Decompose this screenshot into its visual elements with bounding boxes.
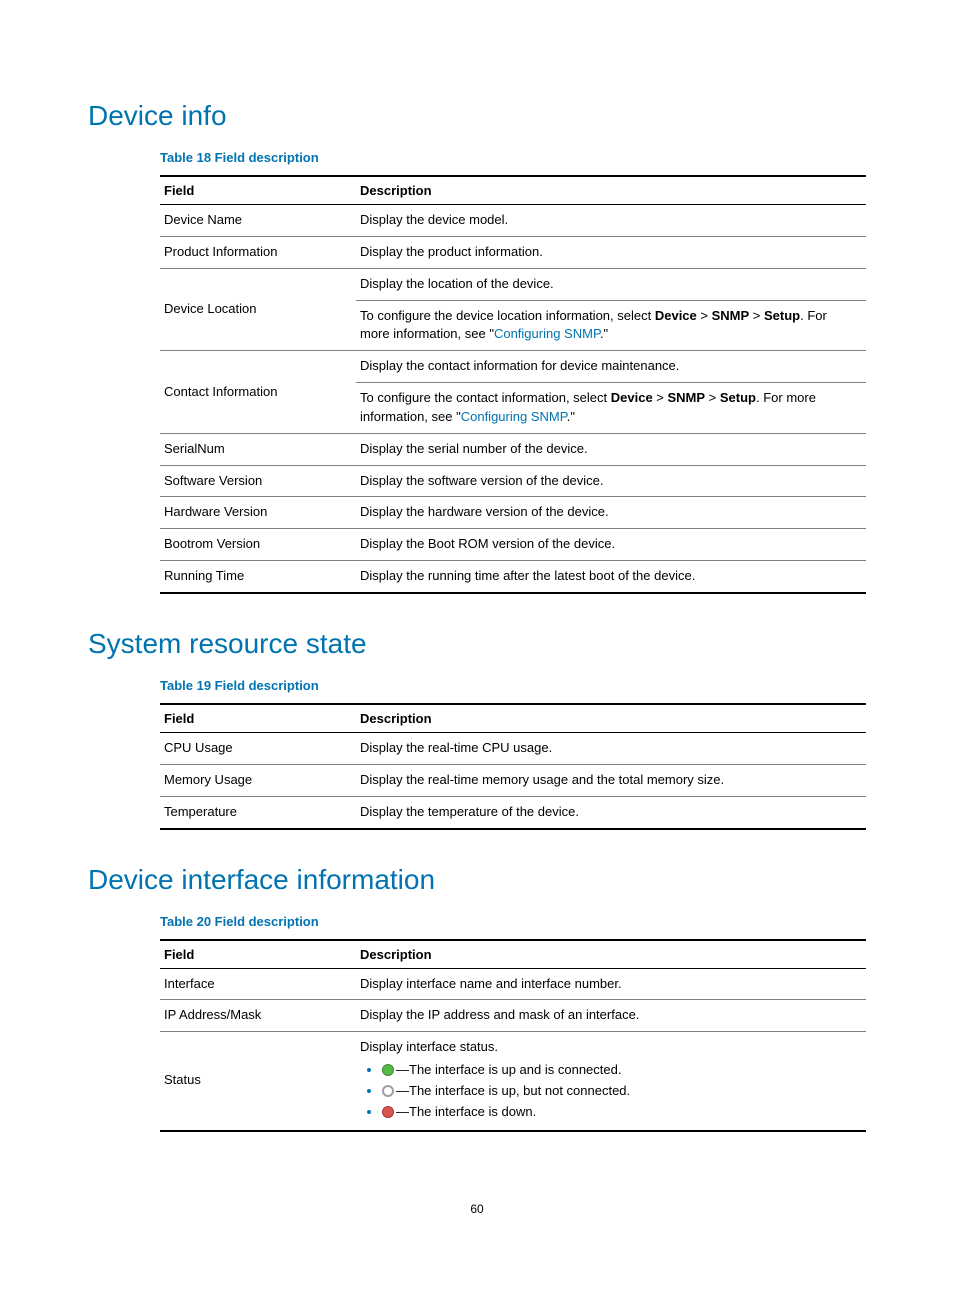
- table-row: CPU Usage Display the real-time CPU usag…: [160, 732, 866, 764]
- desc-cell: Display the IP address and mask of an in…: [356, 1000, 866, 1032]
- table-row: Temperature Display the temperature of t…: [160, 796, 866, 828]
- desc-cell: Display the product information.: [356, 236, 866, 268]
- col-field: Field: [160, 704, 356, 733]
- breadcrumb-setup: Setup: [720, 390, 756, 405]
- breadcrumb-device: Device: [655, 308, 697, 323]
- desc-cell: Display the software version of the devi…: [356, 465, 866, 497]
- table-row: Device Name Display the device model.: [160, 205, 866, 237]
- desc-cell: To configure the device location informa…: [356, 300, 866, 351]
- breadcrumb-setup: Setup: [764, 308, 800, 323]
- status-item-noc: —The interface is up, but not connected.: [382, 1082, 858, 1101]
- breadcrumb-snmp: SNMP: [712, 308, 750, 323]
- col-desc: Description: [356, 704, 866, 733]
- text: To configure the device location informa…: [360, 308, 655, 323]
- status-list: —The interface is up and is connected. —…: [360, 1061, 858, 1122]
- link-configuring-snmp[interactable]: Configuring SNMP: [494, 326, 600, 341]
- field-cell: CPU Usage: [160, 732, 356, 764]
- text: >: [749, 308, 764, 323]
- desc-cell: To configure the contact information, se…: [356, 383, 866, 434]
- desc-cell: Display the location of the device.: [356, 268, 866, 300]
- field-cell: Running Time: [160, 561, 356, 593]
- field-cell: Software Version: [160, 465, 356, 497]
- field-cell: Device Location: [160, 268, 356, 351]
- table-row: Status Display interface status. —The in…: [160, 1032, 866, 1131]
- field-cell: Status: [160, 1032, 356, 1131]
- section-heading-device-info: Device info: [88, 100, 866, 132]
- desc-cell: Display the serial number of the device.: [356, 433, 866, 465]
- field-cell: SerialNum: [160, 433, 356, 465]
- table-header-row: Field Description: [160, 704, 866, 733]
- status-down-icon: [382, 1106, 394, 1118]
- field-cell: Device Name: [160, 205, 356, 237]
- table-19: Field Description CPU Usage Display the …: [160, 703, 866, 830]
- section-heading-dev-iface: Device interface information: [88, 864, 866, 896]
- text: .": [600, 326, 608, 341]
- col-field: Field: [160, 940, 356, 969]
- status-down-text: —The interface is down.: [396, 1104, 536, 1119]
- field-cell: Hardware Version: [160, 497, 356, 529]
- text: To configure the contact information, se…: [360, 390, 611, 405]
- text: >: [653, 390, 668, 405]
- status-item-up: —The interface is up and is connected.: [382, 1061, 858, 1080]
- text: >: [705, 390, 720, 405]
- table-caption-19: Table 19 Field description: [160, 678, 866, 693]
- desc-cell: Display the real-time memory usage and t…: [356, 764, 866, 796]
- desc-cell: Display the real-time CPU usage.: [356, 732, 866, 764]
- field-cell: Product Information: [160, 236, 356, 268]
- status-noc-text: —The interface is up, but not connected.: [396, 1083, 630, 1098]
- table-row: Software Version Display the software ve…: [160, 465, 866, 497]
- desc-cell: Display the hardware version of the devi…: [356, 497, 866, 529]
- breadcrumb-snmp: SNMP: [668, 390, 706, 405]
- table-header-row: Field Description: [160, 176, 866, 205]
- field-cell: IP Address/Mask: [160, 1000, 356, 1032]
- table-20: Field Description Interface Display inte…: [160, 939, 866, 1132]
- status-noc-icon: [382, 1085, 394, 1097]
- col-field: Field: [160, 176, 356, 205]
- table-row: IP Address/Mask Display the IP address a…: [160, 1000, 866, 1032]
- table-caption-20: Table 20 Field description: [160, 914, 866, 929]
- table-header-row: Field Description: [160, 940, 866, 969]
- field-cell: Memory Usage: [160, 764, 356, 796]
- desc-cell: Display the running time after the lates…: [356, 561, 866, 593]
- status-up-icon: [382, 1064, 394, 1076]
- col-desc: Description: [356, 940, 866, 969]
- desc-cell: Display the device model.: [356, 205, 866, 237]
- field-cell: Temperature: [160, 796, 356, 828]
- table-row: SerialNum Display the serial number of t…: [160, 433, 866, 465]
- field-cell: Contact Information: [160, 351, 356, 434]
- table-row: Interface Display interface name and int…: [160, 968, 866, 1000]
- desc-cell: Display the contact information for devi…: [356, 351, 866, 383]
- status-item-down: —The interface is down.: [382, 1103, 858, 1122]
- table-row: Hardware Version Display the hardware ve…: [160, 497, 866, 529]
- text: .": [567, 409, 575, 424]
- table-row: Product Information Display the product …: [160, 236, 866, 268]
- col-desc: Description: [356, 176, 866, 205]
- desc-cell: Display the temperature of the device.: [356, 796, 866, 828]
- table-row: Memory Usage Display the real-time memor…: [160, 764, 866, 796]
- status-up-text: —The interface is up and is connected.: [396, 1062, 621, 1077]
- breadcrumb-device: Device: [611, 390, 653, 405]
- page-number: 60: [88, 1202, 866, 1216]
- table-row: Running Time Display the running time af…: [160, 561, 866, 593]
- table-row: Device Location Display the location of …: [160, 268, 866, 300]
- field-cell: Interface: [160, 968, 356, 1000]
- desc-cell: Display the Boot ROM version of the devi…: [356, 529, 866, 561]
- table-row: Bootrom Version Display the Boot ROM ver…: [160, 529, 866, 561]
- table-18: Field Description Device Name Display th…: [160, 175, 866, 594]
- status-lead: Display interface status.: [360, 1039, 498, 1054]
- table-caption-18: Table 18 Field description: [160, 150, 866, 165]
- section-heading-sys-resource: System resource state: [88, 628, 866, 660]
- desc-cell: Display interface status. —The interface…: [356, 1032, 866, 1131]
- table-row: Contact Information Display the contact …: [160, 351, 866, 383]
- desc-cell: Display interface name and interface num…: [356, 968, 866, 1000]
- field-cell: Bootrom Version: [160, 529, 356, 561]
- link-configuring-snmp[interactable]: Configuring SNMP: [461, 409, 567, 424]
- text: >: [697, 308, 712, 323]
